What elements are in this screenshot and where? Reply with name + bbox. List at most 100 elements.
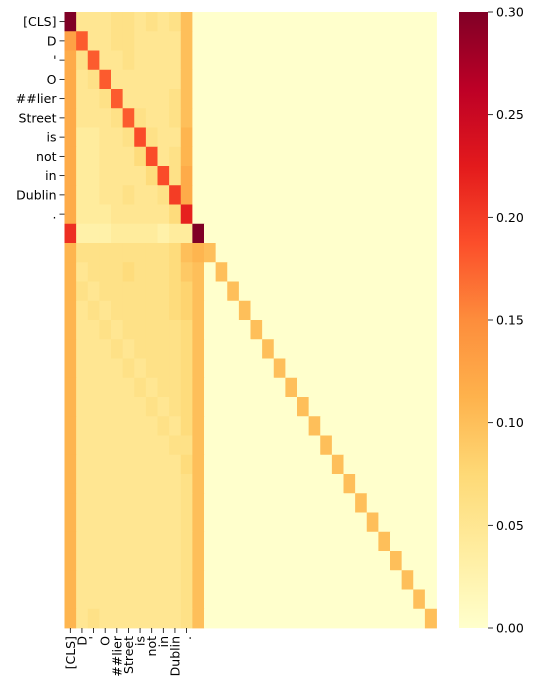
heatmap-cell <box>76 89 88 109</box>
heatmap-cell <box>99 513 111 533</box>
heatmap-cell <box>65 51 77 71</box>
heatmap-cell <box>88 532 100 552</box>
heatmap-cell <box>309 301 321 321</box>
heatmap-cell <box>425 262 437 282</box>
heatmap-cell <box>262 282 274 302</box>
heatmap-cell <box>192 359 204 379</box>
heatmap-cell <box>111 224 123 244</box>
heatmap-cell <box>297 301 309 321</box>
heatmap-cell <box>413 320 425 340</box>
heatmap-cell <box>227 282 239 302</box>
heatmap-cell <box>65 31 77 51</box>
heatmap-cell <box>413 436 425 456</box>
heatmap-cell <box>181 89 193 109</box>
heatmap-cell <box>181 70 193 90</box>
heatmap-cell <box>344 224 356 244</box>
heatmap-cell <box>111 205 123 225</box>
heatmap-cell <box>123 70 135 90</box>
heatmap-cell <box>309 493 321 513</box>
heatmap-cell <box>320 551 332 571</box>
heatmap-cell <box>134 474 146 494</box>
heatmap-cell <box>239 12 251 32</box>
heatmap-cell <box>390 70 402 90</box>
heatmap-cell <box>169 339 181 359</box>
heatmap-cell <box>390 51 402 71</box>
heatmap-cell <box>88 359 100 379</box>
heatmap-cell <box>425 532 437 552</box>
heatmap-cell <box>216 339 228 359</box>
heatmap-cell <box>262 455 274 475</box>
heatmap-cell <box>285 551 297 571</box>
heatmap-cell <box>111 339 123 359</box>
heatmap-cell <box>88 609 100 629</box>
heatmap-cell <box>134 339 146 359</box>
heatmap-cell <box>390 455 402 475</box>
heatmap-cell <box>332 609 344 629</box>
heatmap-cell <box>390 147 402 167</box>
heatmap-cell <box>216 378 228 398</box>
heatmap-cell <box>402 262 414 282</box>
heatmap-cell <box>425 397 437 417</box>
heatmap-cell <box>320 185 332 205</box>
heatmap-cell <box>146 262 158 282</box>
heatmap-cell <box>285 378 297 398</box>
heatmap-cell <box>181 474 193 494</box>
heatmap-cell <box>227 301 239 321</box>
heatmap-cell <box>134 147 146 167</box>
heatmap-cell <box>251 224 263 244</box>
heatmap-cell <box>239 609 251 629</box>
heatmap-cell <box>378 455 390 475</box>
heatmap-cell <box>227 551 239 571</box>
heatmap-cell <box>192 339 204 359</box>
heatmap-cell <box>367 166 379 186</box>
heatmap-cell <box>251 166 263 186</box>
heatmap-cell <box>146 570 158 590</box>
heatmap-cell <box>123 12 135 32</box>
heatmap-cell <box>192 128 204 148</box>
heatmap-cell <box>367 320 379 340</box>
heatmap-cell <box>251 282 263 302</box>
heatmap-cell <box>99 166 111 186</box>
heatmap-cell <box>192 224 204 244</box>
heatmap-cell <box>123 609 135 629</box>
heatmap-cell <box>367 147 379 167</box>
heatmap-cell <box>413 147 425 167</box>
heatmap-cell <box>378 301 390 321</box>
heatmap-cell <box>367 493 379 513</box>
heatmap-cell <box>239 551 251 571</box>
heatmap-cell <box>320 416 332 436</box>
heatmap-cell <box>65 70 77 90</box>
heatmap-cell <box>262 12 274 32</box>
heatmap-cell <box>344 166 356 186</box>
heatmap-cell <box>146 513 158 533</box>
heatmap-cell <box>239 31 251 51</box>
heatmap-cell <box>251 513 263 533</box>
heatmap-cell <box>285 455 297 475</box>
heatmap-cell <box>367 339 379 359</box>
heatmap-cell <box>309 359 321 379</box>
heatmap-cell <box>297 570 309 590</box>
heatmap-cell <box>65 205 77 225</box>
heatmap-cell <box>309 532 321 552</box>
heatmap-cell <box>239 513 251 533</box>
heatmap-cell <box>378 570 390 590</box>
heatmap-cell <box>332 147 344 167</box>
heatmap-cell <box>413 185 425 205</box>
heatmap-cell <box>239 339 251 359</box>
heatmap-cell <box>111 185 123 205</box>
heatmap-cell <box>169 262 181 282</box>
heatmap-cell <box>344 243 356 263</box>
heatmap-cell <box>367 436 379 456</box>
heatmap-cell <box>99 262 111 282</box>
heatmap-cell <box>367 51 379 71</box>
heatmap-cell <box>274 166 286 186</box>
heatmap-cell <box>309 455 321 475</box>
heatmap-cell <box>262 224 274 244</box>
heatmap-cell <box>134 243 146 263</box>
heatmap-cell <box>344 185 356 205</box>
heatmap-cell <box>216 108 228 128</box>
heatmap-cell <box>425 89 437 109</box>
heatmap-cell <box>251 339 263 359</box>
heatmap-cell <box>332 185 344 205</box>
heatmap-cell <box>297 455 309 475</box>
